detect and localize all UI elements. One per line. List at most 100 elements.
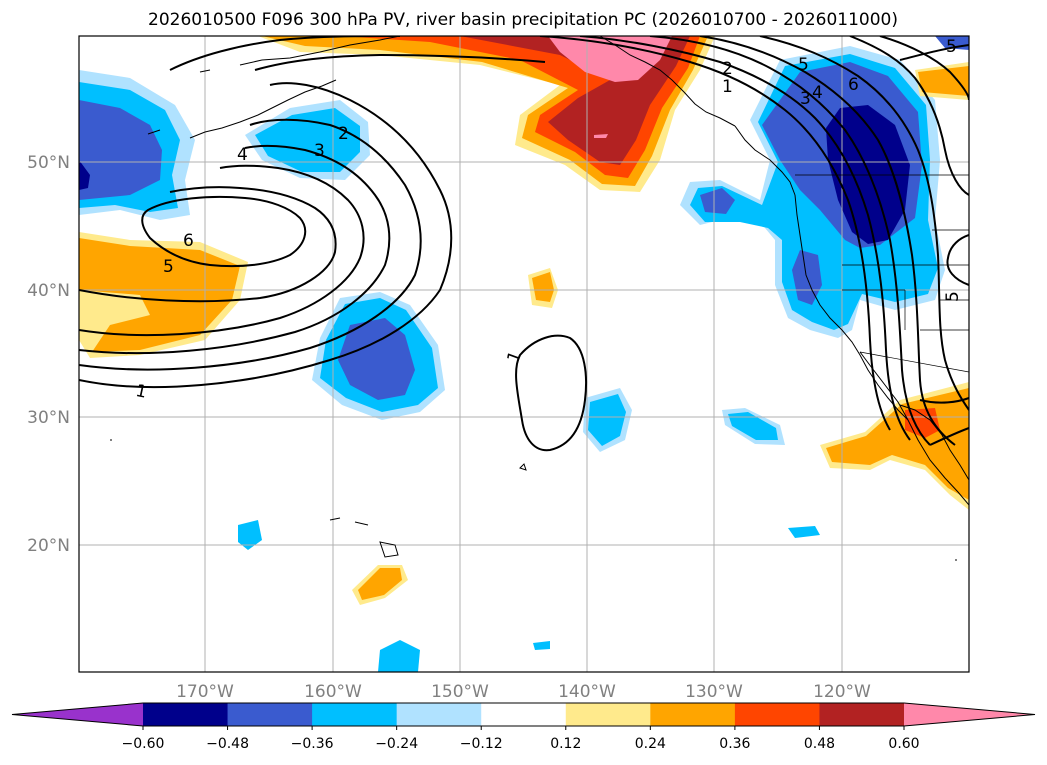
- colorbar-tick-label: −0.48: [206, 736, 249, 752]
- precip-positive-w: [79, 238, 240, 352]
- colorbar-segment: [143, 703, 229, 726]
- contour-label: 5: [798, 55, 809, 75]
- lon-labels: 170°W 160°W 150°W 140°W 130°W 120°W: [176, 682, 871, 702]
- precip-negative-160w: [255, 108, 360, 172]
- colorbar-tick-label: 0.48: [804, 736, 835, 752]
- contour-label: 1: [722, 77, 733, 97]
- precip-positive-40n: [532, 272, 554, 302]
- colorbar-segment: [481, 703, 567, 726]
- coastline-baja: [859, 351, 969, 506]
- precip-negative-nw-inner: [79, 100, 162, 200]
- colorbar-tick-label: 0.24: [635, 736, 666, 752]
- precip-negative-offshore-spot: [700, 188, 735, 214]
- precip-positive-hawaii: [358, 568, 402, 600]
- pv-contour-mid-1: [515, 334, 588, 452]
- lon-label: 140°W: [558, 682, 616, 702]
- pv-contour-1-west: [79, 82, 453, 389]
- coastlines: [110, 36, 969, 561]
- lat-label: 30°N: [27, 408, 70, 428]
- chart-title: 2026010500 F096 300 hPa PV, river basin …: [148, 10, 898, 30]
- colorbar-tick-label: 0.12: [550, 736, 581, 752]
- lat-labels: 50°N 40°N 30°N 20°N: [27, 153, 70, 556]
- contour-label: 2: [722, 59, 733, 79]
- pv-contour-2-west: [79, 118, 422, 371]
- precip-negative-nw-peak: [79, 160, 90, 190]
- colorbar-tick-label: −0.60: [122, 736, 165, 752]
- coastline-mexico-main: [899, 404, 969, 481]
- contour-label: 4: [237, 145, 248, 165]
- pv-contour-5-north: [254, 53, 546, 71]
- colorbar-segment: [227, 703, 313, 726]
- precip-positive-ne: [918, 66, 969, 96]
- colorbar-tick-label: 0.60: [888, 736, 919, 752]
- colorbar-segment: [819, 703, 905, 726]
- pv-contour-east-6: [759, 36, 969, 411]
- colorbar-tick-label: 0.36: [719, 736, 750, 752]
- precip-negative-south-tiny: [533, 641, 550, 650]
- pv-contour-ne-6: [899, 44, 969, 61]
- map-layers: 1 2 3 4 5 6 1 5 2 3 4 5 6 1 5: [79, 36, 969, 672]
- coastline-alaska: [239, 36, 401, 66]
- pv-contour-se-5: [946, 234, 969, 286]
- pv-contour-3-west: [79, 144, 391, 355]
- colorbar-segment: [734, 703, 820, 726]
- pv-contour-east-2: [539, 36, 891, 431]
- contour-label: 2: [338, 124, 349, 144]
- precip-positive-gulf-spot: [594, 134, 608, 138]
- precip-negative-21n-east-spot: [788, 526, 820, 538]
- lat-label: 50°N: [27, 153, 70, 173]
- contour-label: 3: [314, 141, 325, 161]
- pv-contour-east-4: [649, 36, 931, 446]
- contour-label: 6: [183, 231, 194, 251]
- colorbar-extend-low: [12, 703, 143, 726]
- contour-label: 5: [946, 37, 957, 57]
- colorbar-tick-label: −0.12: [460, 736, 503, 752]
- lon-label: 130°W: [685, 682, 743, 702]
- colorbar-segment: [565, 703, 651, 726]
- lon-label: 150°W: [431, 682, 489, 702]
- lat-label: 20°N: [27, 536, 70, 556]
- coastline-se-alaska: [599, 36, 736, 127]
- precip-negative-south-spot: [378, 640, 420, 672]
- pv-contour-se-lower: [919, 397, 969, 446]
- coastline-hawaii: [329, 517, 399, 558]
- precip-positive-gulf-peak: [548, 36, 672, 82]
- precip-negative-pnw-peak: [826, 105, 910, 244]
- contour-label: 5: [163, 257, 174, 277]
- pv-contour-4-west: [79, 164, 365, 337]
- coastline-west-us: [794, 194, 909, 421]
- lon-label: 120°W: [813, 682, 871, 702]
- gridlines: [79, 36, 969, 672]
- colorbar-tick-label: −0.36: [291, 736, 334, 752]
- pv-contour-east-5: [699, 36, 956, 446]
- pv-contour-6-west: [141, 195, 307, 268]
- lon-label: 170°W: [176, 682, 234, 702]
- pv-contour-east-3: [579, 36, 911, 441]
- colorbar-segment: [396, 703, 482, 726]
- pv-contour-labels: 1 2 3 4 5 6 1 5 2 3 4 5 6 1 5: [134, 37, 963, 403]
- contour-label: 4: [812, 83, 823, 103]
- precip-negative-central-inner: [338, 318, 415, 400]
- coastline-aleutians: [189, 79, 337, 139]
- contour-label: 6: [848, 75, 859, 95]
- coastline-small-islands: [110, 69, 957, 561]
- pv-contour-east-7: [849, 36, 969, 196]
- contour-label: 1: [134, 381, 149, 403]
- precip-negative-130w: [728, 412, 778, 440]
- lat-label: 40°N: [27, 281, 70, 301]
- contour-label: 3: [800, 89, 811, 109]
- colorbar-tick-label: −0.24: [375, 736, 418, 752]
- colorbar-segment: [650, 703, 736, 726]
- pv-contour-5-west: [79, 186, 337, 303]
- colorbar-extend-high: [904, 703, 1035, 726]
- colorbar: −0.60 −0.48 −0.36 −0.24 −0.12 0.12 0.24 0.36 0.4…: [11, 702, 1036, 752]
- precip-negative-30n: [588, 394, 626, 446]
- map-frame: [78, 35, 970, 673]
- colorbar-segment: [312, 703, 398, 726]
- pv-contour-east-8: [879, 36, 969, 101]
- lon-label: 160°W: [304, 682, 362, 702]
- border-lines: [795, 174, 969, 373]
- coastline-bc: [734, 125, 796, 196]
- contour-label: 5: [943, 291, 963, 302]
